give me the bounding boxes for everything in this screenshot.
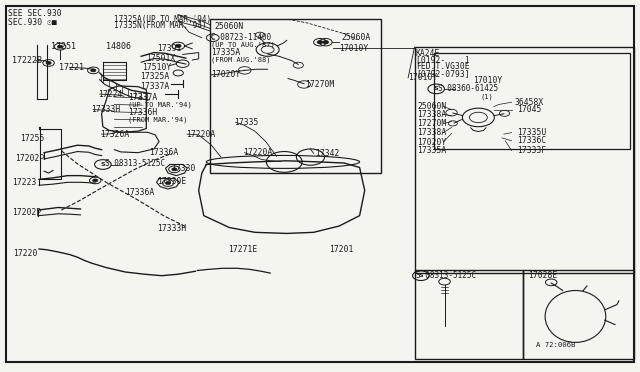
Text: 17045: 17045 <box>516 105 541 114</box>
Text: (FROM MAR.'94): (FROM MAR.'94) <box>129 117 188 123</box>
Text: KA24E: KA24E <box>416 49 440 58</box>
Text: 17326A: 17326A <box>100 129 129 139</box>
Text: 25060N: 25060N <box>214 22 244 31</box>
Text: 17201: 17201 <box>329 245 353 254</box>
Text: 17325A(UP TO MAR.'94): 17325A(UP TO MAR.'94) <box>115 15 211 24</box>
Text: C: C <box>211 35 214 40</box>
Text: 17342: 17342 <box>315 149 339 158</box>
Text: 17220A: 17220A <box>186 129 215 139</box>
Text: FED.T.VG30E: FED.T.VG30E <box>416 62 469 71</box>
Text: 17222B: 17222B <box>12 56 42 65</box>
Text: 17271E: 17271E <box>228 245 257 254</box>
Circle shape <box>323 41 328 44</box>
Text: 17391: 17391 <box>157 44 182 53</box>
Text: 17333H: 17333H <box>92 105 120 114</box>
Text: 17510Y: 17510Y <box>143 63 172 72</box>
Text: 17020Y: 17020Y <box>211 70 241 79</box>
Circle shape <box>46 61 51 64</box>
Text: 17221: 17221 <box>60 63 84 72</box>
Text: S 08360-61425: S 08360-61425 <box>438 84 499 93</box>
Circle shape <box>91 69 96 72</box>
Text: 17333H: 17333H <box>157 224 186 233</box>
Text: 25060A: 25060A <box>342 32 371 42</box>
Text: 17501X: 17501X <box>147 54 175 62</box>
Text: 17223: 17223 <box>12 178 36 187</box>
Circle shape <box>93 179 98 182</box>
Text: (FROM AUG.'88): (FROM AUG.'88) <box>211 57 271 63</box>
Text: 17202P: 17202P <box>12 208 42 217</box>
Text: 17336C: 17336C <box>516 136 546 145</box>
Text: 17337A: 17337A <box>129 93 157 102</box>
Text: 17010Y: 17010Y <box>408 73 437 82</box>
Text: SEC.930 ☉■: SEC.930 ☉■ <box>8 18 57 27</box>
Text: 14806: 14806 <box>106 42 131 51</box>
Text: S 08313-5125C: S 08313-5125C <box>416 271 476 280</box>
Text: (UP TO AUG.'87): (UP TO AUG.'87) <box>211 42 275 48</box>
Text: (1): (1) <box>481 93 493 100</box>
Text: C 08723-11400: C 08723-11400 <box>211 33 271 42</box>
Text: S: S <box>419 273 423 278</box>
Text: 17335A: 17335A <box>211 48 241 57</box>
Text: 17220A: 17220A <box>243 148 273 157</box>
Text: 17270M: 17270M <box>417 119 446 128</box>
Text: [0192-    ]: [0192- ] <box>416 55 469 64</box>
Text: [0792-0793]: [0792-0793] <box>416 69 469 78</box>
Text: 17335A: 17335A <box>417 146 446 155</box>
Text: 17336A: 17336A <box>125 188 154 197</box>
Text: 17028E: 17028E <box>528 271 557 280</box>
Text: S: S <box>100 162 105 167</box>
Text: 17224: 17224 <box>98 90 122 99</box>
Circle shape <box>165 182 171 185</box>
Text: 17251: 17251 <box>51 42 76 51</box>
Text: S: S <box>434 86 438 92</box>
Text: 17325A: 17325A <box>140 72 169 81</box>
Text: A 72:006B: A 72:006B <box>536 341 575 347</box>
Text: S 08313-5125C: S 08313-5125C <box>105 159 165 168</box>
Text: 17335: 17335 <box>234 118 259 127</box>
Text: 17202P: 17202P <box>15 154 44 163</box>
Text: 25060N: 25060N <box>417 102 446 111</box>
Text: 17336A: 17336A <box>149 148 178 157</box>
Text: 17337A: 17337A <box>140 82 169 91</box>
Text: (UP TO MAR.'94): (UP TO MAR.'94) <box>129 102 192 109</box>
Circle shape <box>175 44 181 48</box>
Circle shape <box>317 41 323 44</box>
Circle shape <box>58 45 63 48</box>
Text: 17335N(FROM MAR.'94): 17335N(FROM MAR.'94) <box>115 22 207 31</box>
Text: 17010Y: 17010Y <box>339 44 369 52</box>
Text: 36458X: 36458X <box>515 98 544 107</box>
Text: 17330E: 17330E <box>157 177 186 186</box>
Text: 17333F: 17333F <box>516 146 546 155</box>
Text: 17338A: 17338A <box>417 110 446 119</box>
Text: 17220: 17220 <box>13 249 38 258</box>
Circle shape <box>172 168 177 171</box>
Text: 17270M: 17270M <box>305 80 334 89</box>
Text: 17330: 17330 <box>172 164 196 173</box>
Text: 17336H: 17336H <box>129 108 157 117</box>
Text: 17020Y: 17020Y <box>417 138 446 147</box>
Text: 17338A: 17338A <box>417 128 446 137</box>
Text: 17255: 17255 <box>20 134 44 143</box>
Text: 17010Y: 17010Y <box>473 76 502 85</box>
Text: 17335U: 17335U <box>516 128 546 137</box>
Text: SEE SEC.930: SEE SEC.930 <box>8 9 62 18</box>
